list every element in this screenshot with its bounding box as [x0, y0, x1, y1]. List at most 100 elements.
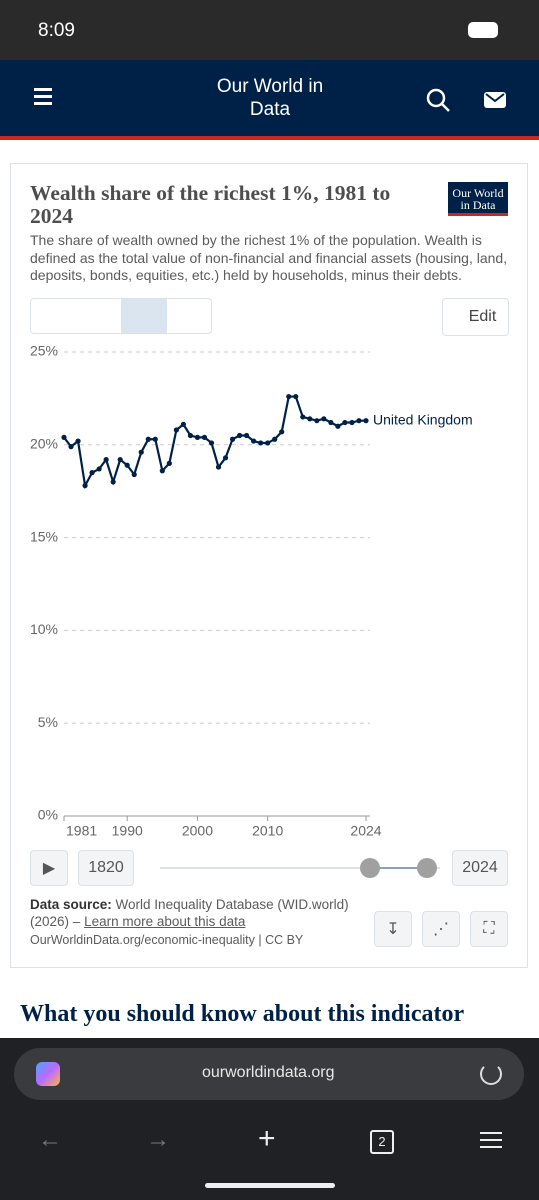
subscribe-icon[interactable] — [482, 86, 510, 112]
data-point — [89, 470, 95, 476]
timeline-range — [370, 867, 427, 869]
timeline-handle[interactable] — [360, 858, 380, 878]
data-point — [201, 434, 208, 440]
data-point — [75, 438, 81, 444]
timeline-end[interactable]: 2024 — [452, 850, 508, 886]
data-point — [173, 427, 179, 433]
copilot-icon[interactable] — [36, 1062, 60, 1086]
play-button[interactable]: ▶ — [30, 850, 68, 886]
data-point — [363, 418, 369, 424]
x-tick-label: 2000 — [182, 823, 213, 839]
data-point — [61, 434, 67, 440]
line-tab[interactable] — [121, 299, 167, 333]
data-point — [286, 393, 292, 400]
data-point — [349, 419, 355, 426]
chart-title: Wealth share of the richest 1%, 1981 to … — [30, 181, 391, 228]
download-button[interactable]: ↧ — [374, 911, 412, 947]
data-point — [300, 414, 306, 420]
home-indicator — [205, 1183, 335, 1188]
data-point — [194, 434, 201, 440]
chart-card — [10, 163, 528, 968]
chart-subtitle: The share of wealth owned by the richest… — [30, 232, 508, 283]
data-point — [138, 449, 144, 455]
data-point — [152, 436, 158, 442]
data-point — [335, 423, 341, 429]
y-tick-label: 20% — [30, 436, 58, 452]
data-point — [96, 466, 102, 472]
section-heading: What you should know about this indicato… — [20, 1001, 465, 1027]
data-point — [222, 455, 229, 461]
chart: 0% 5% 10% 15% 20% 25% 1981 1990 2000 2010 2024 Unit… — [30, 343, 473, 839]
y-tick-label: 5% — [38, 714, 58, 730]
browser-bar: ourworldindata.org ← → + 2 — [0, 1038, 539, 1200]
source-link[interactable]: Learn more about this data — [84, 914, 246, 929]
forward-button[interactable]: → — [146, 1126, 170, 1153]
data-point — [166, 460, 172, 466]
data-point — [208, 440, 215, 446]
series-line — [63, 395, 366, 490]
data-point — [82, 483, 88, 489]
x-tick-label: 2010 — [252, 823, 283, 839]
new-tab-button[interactable]: + — [258, 1122, 276, 1155]
share-button[interactable]: ⋰ — [422, 911, 460, 947]
source-note: Data source: World Inequality Database (… — [30, 896, 360, 930]
y-tick-label: 15% — [30, 528, 58, 544]
header-accent — [0, 136, 539, 140]
view-tabs — [30, 298, 212, 334]
data-point — [187, 432, 194, 439]
data-point — [279, 429, 285, 435]
source-label: Data source: — [30, 897, 112, 912]
data-point — [131, 471, 137, 478]
data-point — [145, 436, 151, 442]
data-point — [68, 444, 74, 450]
data-point — [159, 468, 165, 474]
battery — [468, 22, 498, 38]
tabs-button[interactable]: 2 — [370, 1130, 394, 1154]
edit-button[interactable]: Edit — [442, 298, 509, 336]
fullscreen-button[interactable]: ⛶ — [470, 911, 508, 947]
data-point — [251, 438, 257, 444]
y-tick-label: 10% — [30, 621, 58, 637]
source-text: World Inequality Database (WID.world) (2… — [30, 897, 349, 929]
back-button[interactable]: ← — [38, 1126, 62, 1153]
site-header: Our World in Data — [0, 60, 539, 136]
address-bar[interactable]: ourworldindata.org — [14, 1048, 524, 1100]
timeline-handle[interactable] — [417, 858, 437, 878]
data-point — [328, 419, 334, 426]
data-point — [180, 421, 186, 427]
y-tick-label: 25% — [30, 343, 58, 359]
status-bar: 8:09 — [0, 0, 539, 60]
data-point — [314, 418, 320, 424]
search-icon[interactable] — [424, 86, 452, 114]
data-point — [342, 419, 348, 426]
url-text: ourworldindata.org — [202, 1064, 335, 1081]
edit-label: Edit — [468, 308, 497, 325]
x-tick-label: 1981 — [66, 823, 97, 839]
data-point — [321, 416, 327, 422]
reload-button[interactable] — [480, 1063, 502, 1085]
menu-button[interactable] — [34, 88, 52, 91]
data-point — [293, 393, 299, 400]
data-point — [307, 416, 313, 422]
x-tick-label: 1990 — [112, 823, 143, 839]
data-point — [356, 418, 362, 424]
data-point — [236, 432, 243, 439]
data-point — [103, 457, 109, 463]
source-footer: OurWorldinData.org/economic-inequality |… — [30, 933, 304, 947]
data-point — [110, 479, 116, 485]
x-tick-label: 2024 — [350, 823, 381, 839]
series-label: United Kingdom — [373, 411, 473, 427]
timeline-start[interactable]: 1820 — [78, 850, 134, 886]
data-point — [229, 436, 236, 442]
y-tick-label: 0% — [38, 807, 58, 823]
data-point — [215, 464, 222, 470]
site-brand[interactable]: Our World in Data — [216, 76, 324, 120]
status-time: 8:09 — [38, 20, 75, 41]
data-point — [117, 457, 123, 463]
timeline-track — [160, 867, 440, 869]
browser-menu[interactable] — [480, 1132, 502, 1134]
data-point — [124, 462, 130, 468]
owid-logo[interactable]: Our World in Data — [448, 182, 508, 216]
data-point — [272, 436, 278, 442]
